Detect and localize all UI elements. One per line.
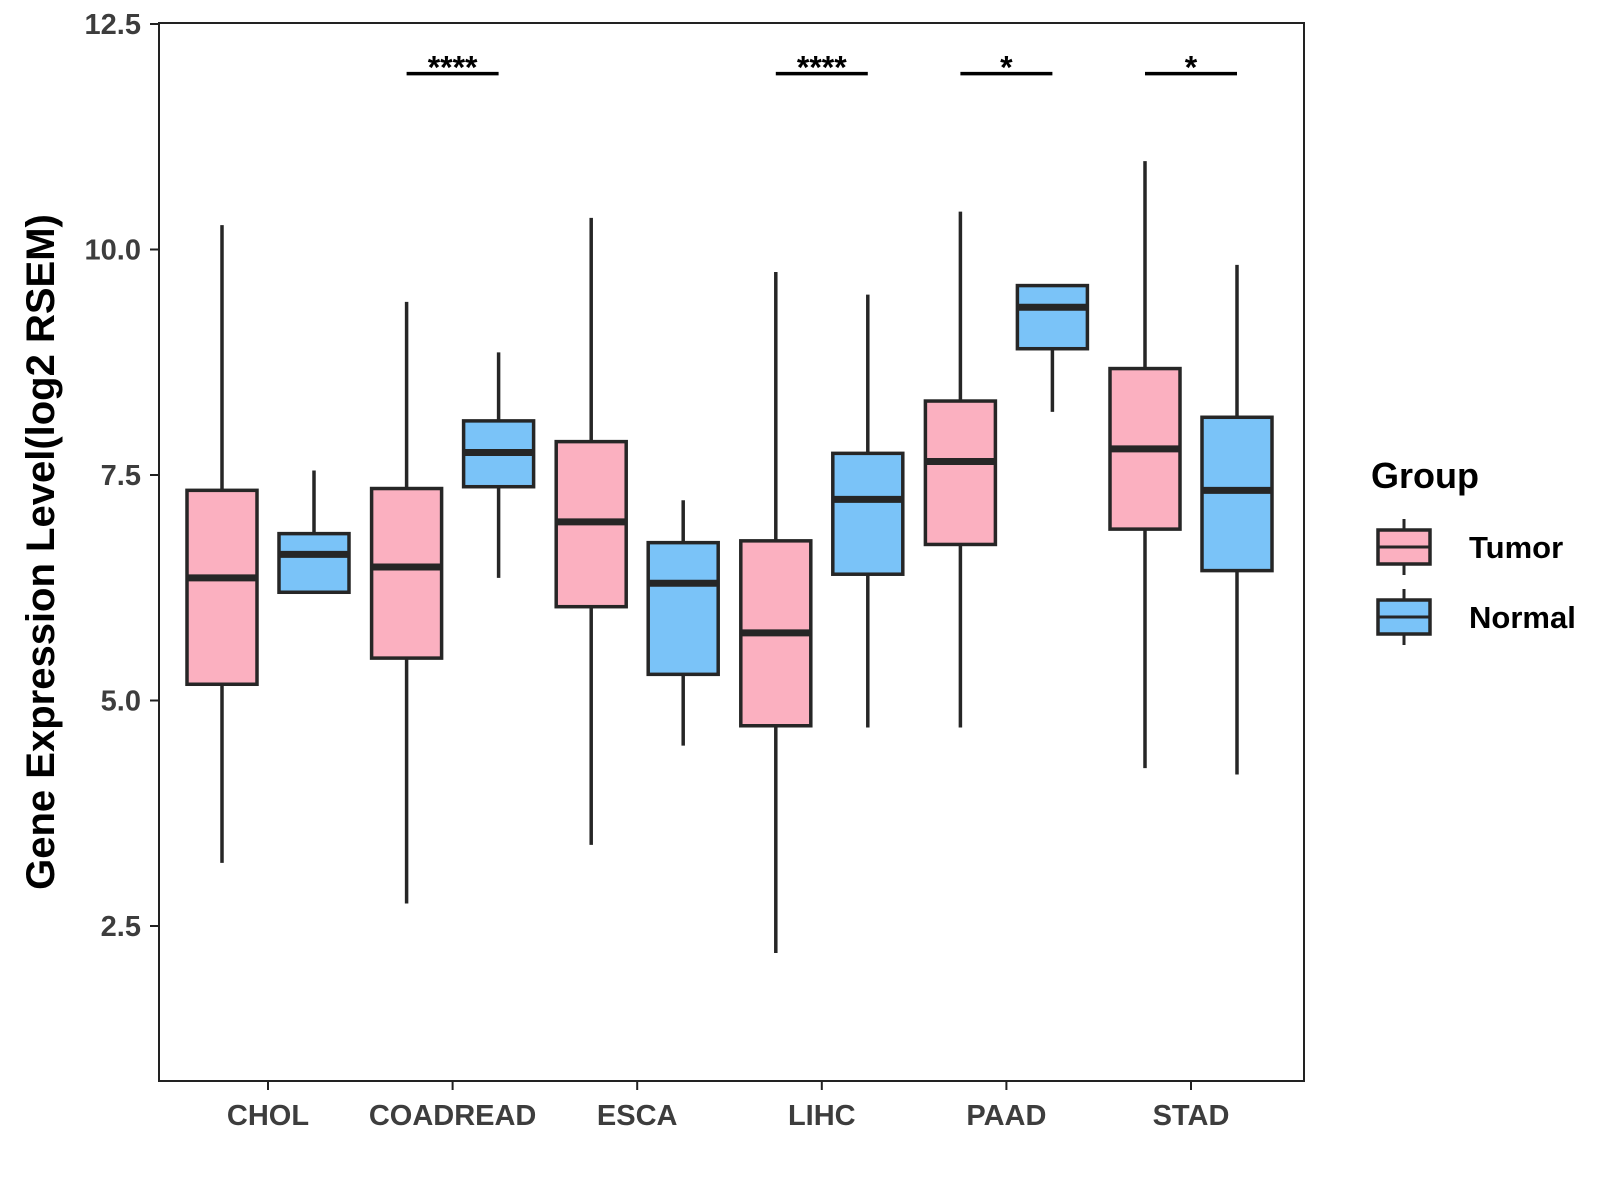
box-normal-paad	[1015, 283, 1090, 412]
y-tick-label: 2.5	[101, 911, 141, 943]
box-body	[277, 531, 351, 595]
y-tick-label: 5.0	[101, 686, 141, 718]
y-axis-title: Gene Expression Level(log2 RSEM)	[19, 214, 63, 890]
box-body	[923, 399, 998, 547]
box-body	[831, 451, 905, 576]
legend-item-normal: Normal	[1376, 589, 1576, 645]
box-normal-lihc	[831, 294, 905, 728]
y-tick-label: 10.0	[85, 235, 141, 267]
y-tick-label: 12.5	[85, 9, 141, 41]
box-body	[1200, 415, 1274, 573]
x-tick-label: CHOL	[227, 1100, 309, 1132]
plot-marks: **** **** * *	[185, 50, 1274, 954]
box-body	[185, 488, 259, 687]
box-tumor-chol	[185, 225, 259, 863]
significance-label: ****	[428, 50, 478, 86]
x-tick-label: PAAD	[966, 1100, 1046, 1132]
box-body	[369, 486, 444, 660]
box-normal-chol	[277, 470, 351, 595]
box-tumor-coadread	[369, 301, 444, 904]
box-normal-esca	[646, 500, 720, 746]
box-tumor-lihc	[739, 272, 813, 954]
box-normal-stad	[1200, 264, 1274, 775]
legend: Tumor Normal	[1376, 519, 1576, 645]
box-normal-coadread	[461, 352, 536, 578]
x-tick-label: COADREAD	[369, 1100, 537, 1132]
legend-label: Normal	[1469, 600, 1576, 635]
legend-label: Tumor	[1469, 530, 1563, 565]
box-tumor-paad	[923, 211, 998, 728]
y-tick-label: 7.5	[101, 460, 141, 492]
x-tick-label: STAD	[1153, 1100, 1230, 1132]
legend-item-tumor: Tumor	[1376, 519, 1563, 575]
box-tumor-stad	[1108, 161, 1182, 769]
x-tick-label: ESCA	[597, 1100, 678, 1132]
box-body	[1015, 283, 1090, 351]
significance-label: *	[1000, 50, 1013, 86]
plot-panel	[158, 22, 1305, 1082]
x-tick-label: LIHC	[788, 1100, 856, 1132]
legend-title: Group	[1371, 455, 1479, 496]
significance-label: *	[1185, 50, 1198, 86]
box-tumor-esca	[554, 217, 628, 845]
significance-label: ****	[797, 50, 847, 86]
box-body	[646, 540, 720, 677]
